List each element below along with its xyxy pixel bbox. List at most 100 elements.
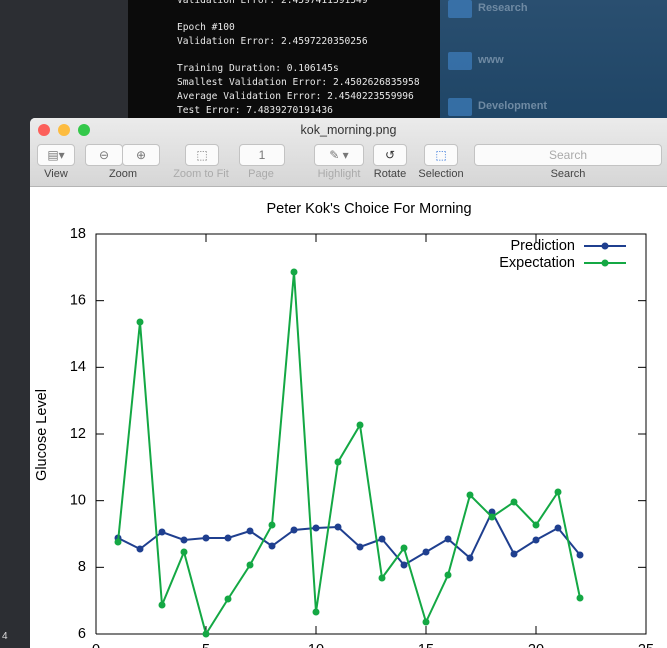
toolbar-label: Zoom	[108, 168, 138, 180]
data-point	[224, 534, 232, 542]
data-point	[246, 527, 254, 535]
x-tick-label: 20	[528, 642, 544, 648]
view-button[interactable]: ▤▾	[37, 144, 75, 166]
y-tick-label: 14	[70, 359, 86, 375]
legend-marker	[601, 259, 609, 267]
highlight-button[interactable]: ✎ ▾	[314, 144, 364, 166]
desktop: Research www Development	[440, 0, 667, 118]
series-line	[117, 509, 581, 567]
data-point	[444, 535, 452, 543]
data-point	[400, 561, 408, 569]
y-tick-label: 18	[70, 226, 86, 242]
folder-icon[interactable]	[448, 0, 472, 18]
close-button[interactable]	[38, 124, 50, 136]
y-axis-label: Glucose Level	[34, 389, 50, 481]
y-tick-label: 10	[70, 492, 86, 508]
x-tick-label: 25	[638, 642, 654, 648]
data-point	[510, 550, 518, 558]
status-text: 4	[2, 631, 8, 642]
minimize-button[interactable]	[58, 124, 70, 136]
data-point	[158, 528, 166, 536]
x-tick-label: 10	[308, 642, 324, 648]
terminal-line: Validation Error: 2.4597220350256	[177, 36, 368, 47]
data-point	[136, 545, 144, 553]
terminal-line: Smallest Validation Error: 2.45026268359…	[177, 77, 420, 88]
data-point	[466, 491, 474, 499]
legend-label: Prediction	[511, 238, 575, 254]
data-point	[202, 630, 210, 638]
terminal-line: Average Validation Error: 2.454022355999…	[177, 91, 414, 102]
legend-label: Expectation	[499, 255, 575, 271]
folder-label[interactable]: Research	[478, 2, 528, 14]
data-point	[400, 544, 408, 552]
rotate-button[interactable]: ↺	[373, 144, 407, 166]
data-point	[356, 543, 364, 551]
data-point	[488, 508, 496, 516]
data-point	[532, 536, 540, 544]
toolbar-label: Selection	[418, 168, 464, 180]
data-point	[180, 548, 188, 556]
data-point	[576, 594, 584, 602]
data-point	[136, 318, 144, 326]
data-point	[202, 534, 210, 542]
x-tick-label: 5	[202, 642, 210, 648]
terminal: Validation Error: 2.4597411391549 Epoch …	[128, 0, 440, 118]
data-point	[224, 595, 232, 603]
data-point	[444, 571, 452, 579]
data-point	[554, 524, 562, 532]
zoom-in-button[interactable]: ⊕	[122, 144, 160, 166]
data-point	[312, 608, 320, 616]
toolbar-label: Rotate	[373, 168, 407, 180]
data-point	[290, 526, 298, 534]
y-tick-label: 12	[70, 426, 86, 442]
terminal-line: Training Duration: 0.106145s	[177, 63, 339, 74]
chart-title: Peter Kok's Choice For Morning	[266, 201, 471, 217]
data-point	[554, 488, 562, 496]
legend-marker	[601, 242, 609, 250]
window-title: kok_morning.png	[300, 123, 397, 137]
selection-button[interactable]: ⬚	[424, 144, 458, 166]
data-point	[532, 521, 540, 529]
data-point	[466, 554, 474, 562]
data-point	[510, 498, 518, 506]
x-tick-label: 15	[418, 642, 434, 648]
data-point	[312, 524, 320, 532]
data-point	[356, 421, 364, 429]
data-point	[268, 542, 276, 550]
data-point	[180, 536, 188, 544]
zoom-window-button[interactable]	[78, 124, 90, 136]
data-point	[488, 513, 496, 521]
terminal-line: Validation Error: 2.4597411391549	[177, 0, 368, 6]
y-tick-label: 6	[78, 626, 86, 642]
data-point	[114, 538, 122, 546]
toolbar-label: View	[44, 168, 68, 180]
data-point	[334, 458, 342, 466]
folder-label[interactable]: Development	[478, 100, 548, 112]
folder-icon[interactable]	[448, 98, 472, 116]
page-field[interactable]: 1	[239, 144, 285, 166]
terminal-line: Epoch #100	[177, 22, 235, 33]
series-line	[117, 271, 581, 637]
toolbar-label: Search	[550, 168, 586, 180]
folder-icon[interactable]	[448, 52, 472, 70]
preview-window: kok_morning.png ▤▾ ⊖ ⊕ ⬚ 1 ✎ ▾ ↺ ⬚ Searc…	[30, 118, 667, 648]
folder-label[interactable]: www	[478, 54, 504, 66]
data-point	[158, 601, 166, 609]
data-point	[268, 521, 276, 529]
y-tick-label: 16	[70, 292, 86, 308]
data-point	[378, 574, 386, 582]
data-point	[576, 551, 584, 559]
data-point	[422, 548, 430, 556]
data-point	[246, 561, 254, 569]
plot-frame	[95, 233, 647, 635]
data-point	[290, 268, 298, 276]
toolbar: kok_morning.png ▤▾ ⊖ ⊕ ⬚ 1 ✎ ▾ ↺ ⬚ Searc…	[30, 118, 667, 187]
data-point	[378, 535, 386, 543]
search-field[interactable]: Search	[474, 144, 662, 166]
zoom-fit-button[interactable]: ⬚	[185, 144, 219, 166]
terminal-line: Test Error: 7.4839270191436	[177, 105, 333, 116]
toolbar-label: Page	[248, 168, 274, 180]
data-point	[334, 523, 342, 531]
